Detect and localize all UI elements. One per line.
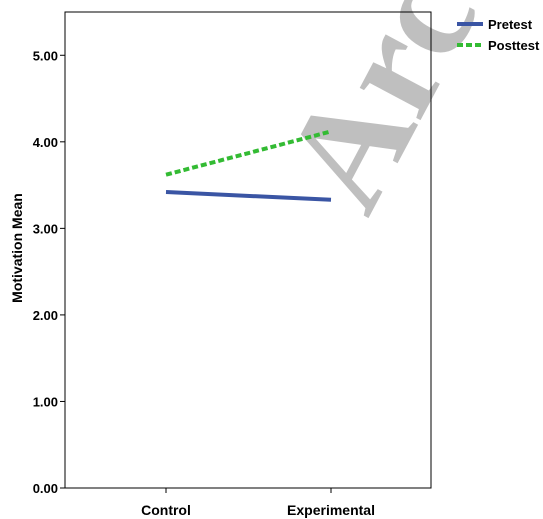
series-line-pretest [165,190,332,202]
y-tick-label: 0.00 [33,481,58,496]
series-line-posttest [165,129,332,177]
x-tick-label: Experimental [287,502,375,518]
x-tick-label: Control [141,502,191,518]
y-tick-label: 1.00 [33,394,58,409]
legend-label: Posttest [488,38,540,53]
y-tick-label: 5.00 [33,48,58,63]
y-tick-label: 3.00 [33,221,58,236]
y-axis: 0.00 1.00 2.00 3.00 4.00 5.00 [33,48,65,496]
y-tick-label: 4.00 [33,135,58,150]
legend-label: Pretest [488,17,533,32]
x-axis: Control Experimental [141,488,375,518]
y-tick-label: 2.00 [33,308,58,323]
plot-frame [64,11,432,489]
series-layer [165,129,332,202]
y-axis-title: Motivation Mean [9,193,25,303]
legend: Pretest Posttest [457,17,540,53]
